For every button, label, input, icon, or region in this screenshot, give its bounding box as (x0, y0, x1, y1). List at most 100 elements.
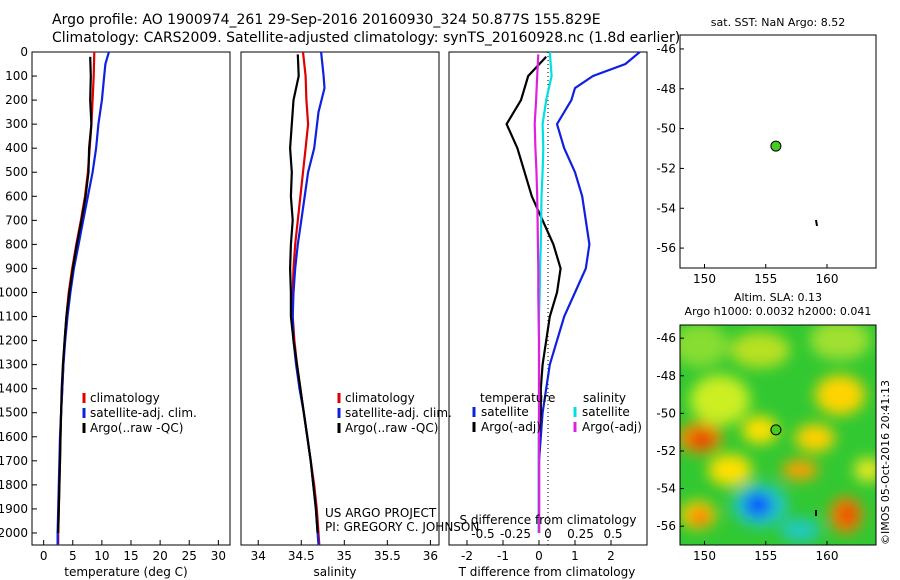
temperature-xtick-label: 10 (94, 549, 109, 563)
depth-tick-label: 600 (5, 189, 28, 203)
map-ytick-label: -56 (656, 241, 676, 255)
difference-xtick-label: 1 (571, 549, 579, 563)
difference-series-2 (537, 51, 553, 533)
salinity-xtick-label: 35.5 (374, 549, 401, 563)
map-ytick-label: -52 (656, 161, 676, 175)
project-annotation: US ARGO PROJECT (325, 506, 437, 520)
temperature-xlabel: temperature (deg C) (64, 565, 187, 579)
temperature-xtick-label: 0 (40, 549, 48, 563)
map-ytick-label: -46 (656, 331, 676, 345)
sla-subtitle: Argo h1000: 0.0032 h2000: 0.041 (685, 305, 872, 318)
map-xtick-label: 150 (693, 549, 716, 563)
sdiff-xtick-label: 0 (544, 527, 552, 541)
sdiff-xtick-label: -0.5 (471, 527, 494, 541)
depth-tick-label: 100 (5, 69, 28, 83)
sdiff-xtick-label: 0.25 (567, 527, 594, 541)
t-diff-xlabel: T difference from climatology (458, 565, 636, 579)
sdiff-xtick-label: -0.25 (500, 527, 531, 541)
depth-tick-label: 1900 (0, 502, 28, 516)
legend-label: climatology (345, 391, 415, 405)
depth-tick-label: 900 (5, 261, 28, 275)
temperature-xtick-label: 20 (152, 549, 167, 563)
difference-series-1 (505, 56, 562, 533)
depth-tick-label: 400 (5, 141, 28, 155)
difference-xtick-label: 0 (535, 549, 543, 563)
map-ytick-label: -50 (656, 406, 676, 420)
sla-heatmap (680, 325, 876, 545)
depth-tick-label: 700 (5, 213, 28, 227)
map-xtick-label: 160 (816, 272, 839, 286)
depth-tick-label: 1400 (0, 382, 28, 396)
legend-label: satellite-adj. clim. (345, 406, 452, 420)
difference-panel: -2 -1 0 1 2 -0.5 -0.25 0 0.25 0.5 T difference f… (448, 51, 648, 579)
credit: ©IMOS 05-Oct-2016 20:41:13 (879, 380, 892, 545)
header-line-1: Argo profile: AO 1900974_261 29-Sep-2016… (52, 12, 601, 28)
temperature-axes (31, 51, 231, 546)
difference-xtick-label: -2 (461, 549, 473, 563)
legend-title-temperature: temperature (480, 391, 555, 405)
sst-map-panel: sat. SST: NaN Argo: 8.52 150 155 160 -46 -48… (656, 16, 877, 286)
difference-series-0 (537, 51, 641, 533)
depth-tick-label: 1200 (0, 334, 28, 348)
temperature-series-2 (57, 56, 93, 534)
depth-tick-label: 1000 (0, 285, 28, 299)
difference-axes (448, 51, 648, 546)
legend-title-salinity: salinity (583, 391, 626, 405)
depth-tick-label: 0 (20, 45, 28, 59)
map-xtick-label: 155 (754, 272, 777, 286)
depth-tick-label: 1500 (0, 406, 28, 420)
header-line-2: Climatology: CARS2009. Satellite-adjuste… (52, 30, 681, 46)
salinity-xtick-label: 34.5 (288, 549, 315, 563)
temperature-xtick-label: 5 (69, 549, 77, 563)
legend-label: Argo(..raw -QC) (345, 421, 438, 435)
legend-label: satellite-adj. clim. (90, 406, 197, 420)
sst-axes (679, 34, 877, 269)
depth-tick-label: 500 (5, 165, 28, 179)
depth-tick-label: 800 (5, 237, 28, 251)
salinity-xtick-label: 36 (423, 549, 438, 563)
legend-label: Argo(-adj) (481, 420, 541, 434)
salinity-axes (240, 51, 440, 546)
temperature-series-1 (56, 51, 110, 545)
temperature-series-0 (57, 51, 96, 545)
depth-tick-label: 1300 (0, 358, 28, 372)
sla-map-panel: Altim. SLA: 0.13 Argo h1000: 0.0032 h200… (656, 291, 877, 563)
depth-tick-label: 1100 (0, 310, 28, 324)
depth-tick-label: 2000 (0, 526, 28, 540)
sst-mark (815, 219, 818, 227)
s-diff-xlabel: S difference from climatology (460, 513, 637, 527)
difference-series-3 (533, 54, 541, 533)
legend-label: satellite (582, 405, 630, 419)
argo-position-dot (770, 424, 782, 436)
legend-label: Argo(-adj) (582, 420, 642, 434)
map-ytick-label: -54 (656, 482, 676, 496)
salinity-xlabel: salinity (313, 565, 356, 579)
salinity-series-2 (288, 54, 319, 534)
sst-title: sat. SST: NaN Argo: 8.52 (711, 16, 845, 29)
map-ytick-label: -46 (656, 42, 676, 56)
depth-tick-label: 1800 (0, 478, 28, 492)
difference-xtick-label: -1 (497, 549, 509, 563)
temperature-panel: 0 5 10 15 20 25 30 0 100 200 300 400 500 600 700 800 90… (0, 45, 231, 579)
salinity-series-0 (291, 51, 321, 546)
map-ytick-label: -48 (656, 369, 676, 383)
map-ytick-label: -50 (656, 122, 676, 136)
map-ytick-label: -52 (656, 444, 676, 458)
sla-title: Altim. SLA: 0.13 (734, 291, 822, 304)
argo-position-dot (770, 140, 782, 152)
map-xtick-label: 155 (754, 549, 777, 563)
salinity-xtick-label: 34 (251, 549, 266, 563)
temperature-xtick-label: 30 (211, 549, 226, 563)
legend-label: climatology (90, 391, 160, 405)
pi-annotation: PI: GREGORY C. JOHNSON (325, 520, 479, 534)
depth-tick-label: 1700 (0, 454, 28, 468)
temperature-xtick-label: 25 (182, 549, 197, 563)
depth-tick-label: 1600 (0, 430, 28, 444)
sla-axes (679, 324, 877, 546)
depth-tick-label: 300 (5, 117, 28, 131)
map-ytick-label: -48 (656, 82, 676, 96)
legend-label: Argo(..raw -QC) (90, 421, 183, 435)
salinity-xtick-label: 35 (337, 549, 352, 563)
map-xtick-label: 150 (693, 272, 716, 286)
